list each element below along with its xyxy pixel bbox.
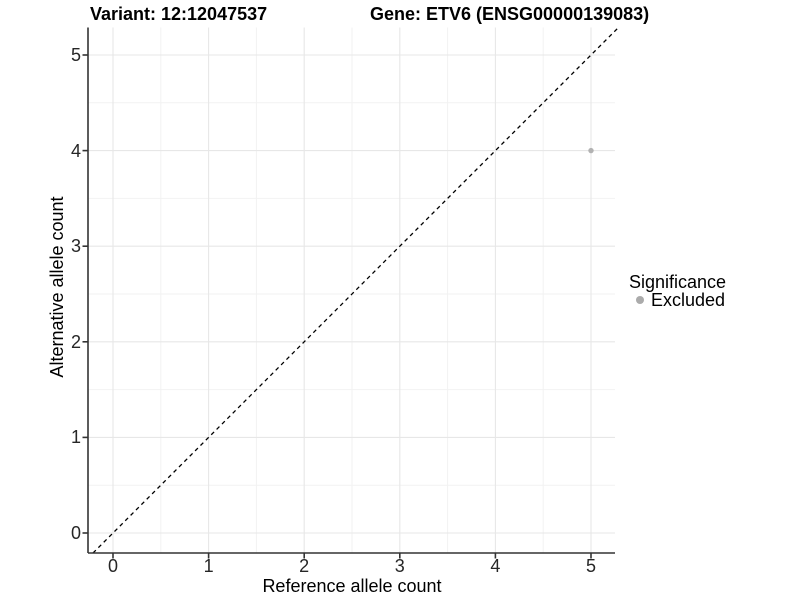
minor-gridlines bbox=[88, 27, 615, 553]
legend-item-label: Excluded bbox=[651, 290, 726, 310]
legend-point-icon bbox=[636, 296, 644, 304]
y-tick-label: 0 bbox=[70, 523, 81, 543]
x-tick-label: 0 bbox=[107, 556, 118, 576]
identity-reference-line bbox=[92, 27, 619, 554]
x-tick-label: 3 bbox=[394, 556, 405, 576]
y-tick-label: 1 bbox=[70, 427, 81, 448]
axis-tick-marks bbox=[82, 54, 592, 559]
data-points bbox=[588, 147, 594, 154]
y-axis-title: Alternative allele count bbox=[47, 196, 67, 378]
legend-title: Significance bbox=[629, 272, 727, 292]
major-gridlines bbox=[88, 27, 615, 553]
data-point bbox=[588, 147, 594, 154]
y-tick-label: 4 bbox=[70, 140, 81, 161]
y-tick-label: 3 bbox=[70, 236, 81, 257]
plot-title-variant: Variant: 12:12047537 bbox=[90, 4, 268, 24]
y-tick-label: 2 bbox=[70, 331, 81, 352]
x-tick-label: 2 bbox=[299, 556, 310, 576]
y-tick-label: 5 bbox=[70, 45, 81, 65]
x-tick-label: 1 bbox=[203, 556, 214, 576]
identity-line bbox=[92, 27, 619, 554]
x-axis-title: Reference allele count bbox=[262, 576, 442, 596]
axis-lines bbox=[87, 27, 615, 554]
x-tick-label: 4 bbox=[490, 556, 501, 576]
plot-title-gene: Gene: ETV6 (ENSG00000139083) bbox=[370, 4, 650, 24]
x-tick-label: 5 bbox=[585, 556, 596, 576]
